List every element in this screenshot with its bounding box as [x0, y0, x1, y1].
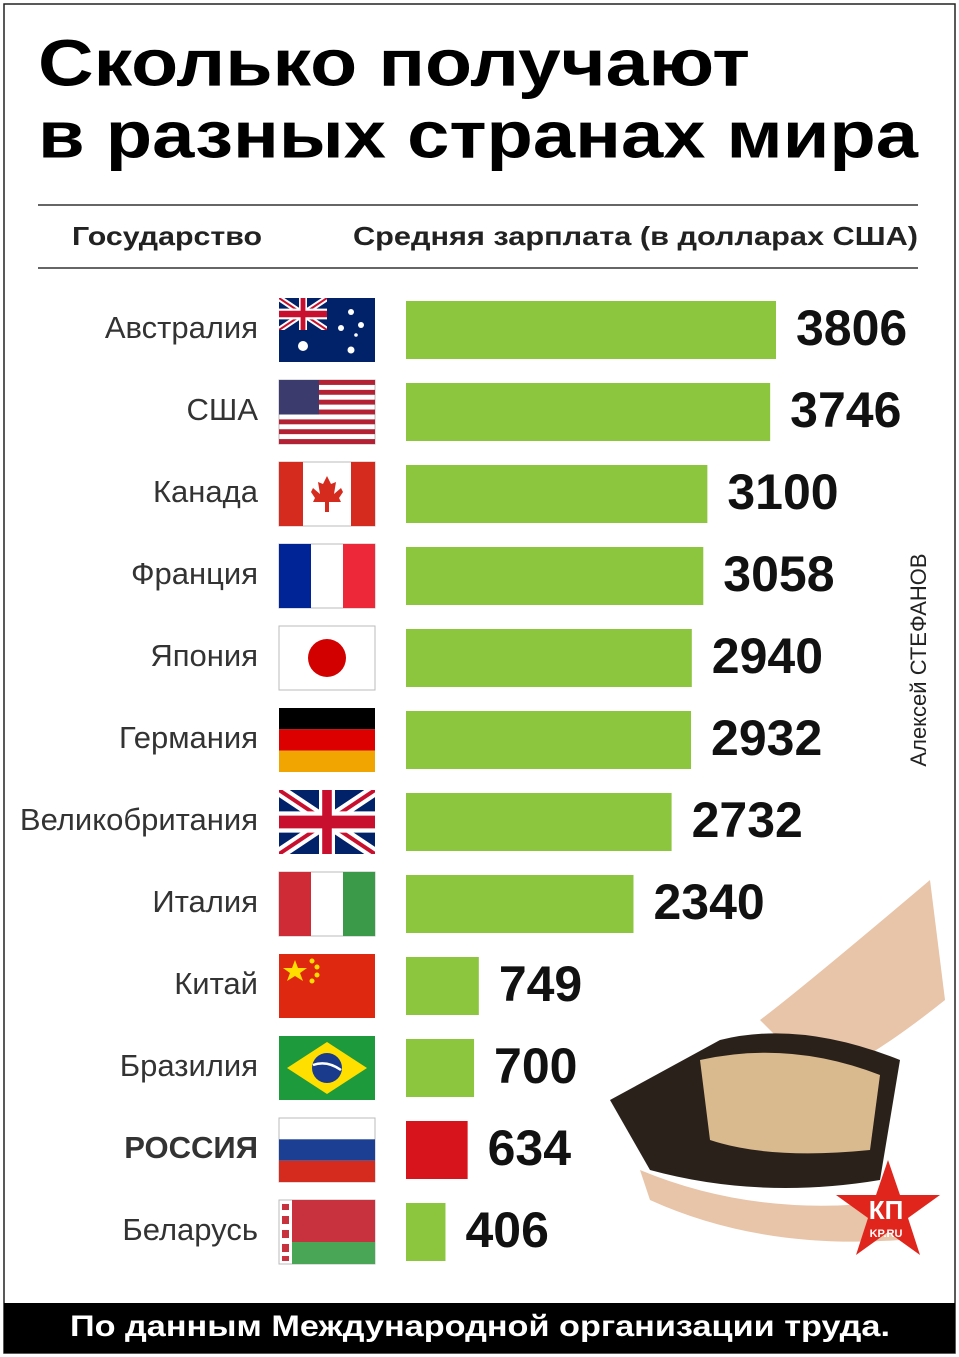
value-label: 700 — [494, 1038, 577, 1094]
flag — [279, 954, 375, 1018]
bar — [406, 1039, 475, 1097]
credit: Алексей СТЕФАНОВ — [906, 553, 931, 766]
flag — [278, 871, 376, 937]
category-label: Беларусь — [122, 1212, 258, 1247]
value-label: 406 — [465, 1202, 548, 1258]
value-label: 749 — [499, 956, 582, 1012]
value-label: 3746 — [790, 382, 901, 438]
bar — [406, 793, 672, 851]
flag — [278, 543, 376, 609]
value-label: 3806 — [796, 300, 907, 356]
value-label: 3058 — [723, 546, 834, 602]
logo-text: КП — [869, 1195, 904, 1225]
category-label: Бразилия — [120, 1048, 258, 1083]
flag — [278, 1117, 376, 1183]
category-label: Франция — [131, 556, 258, 591]
category-label: Китай — [174, 966, 258, 1001]
flag — [278, 625, 376, 691]
bar — [406, 301, 776, 359]
category-label: Япония — [150, 638, 258, 673]
flag — [279, 298, 375, 362]
logo: КП KP.RU — [836, 1160, 940, 1255]
category-label: РОССИЯ — [124, 1130, 258, 1165]
wallet-illustration — [610, 880, 945, 1242]
bar — [406, 547, 704, 605]
bar — [406, 1203, 446, 1261]
flag — [279, 1036, 375, 1100]
bar — [406, 1121, 468, 1179]
title-line: в разных странах мира — [38, 97, 919, 171]
flag — [279, 708, 375, 772]
bar — [406, 875, 634, 933]
value-label: 634 — [488, 1120, 572, 1176]
bar — [406, 629, 692, 687]
bar — [406, 957, 479, 1015]
flag — [279, 790, 375, 854]
category-label: Германия — [119, 720, 258, 755]
source: По данным Международной организации труд… — [70, 1310, 890, 1343]
flag — [278, 379, 376, 445]
title-line: Сколько получают — [38, 25, 750, 99]
category-label: Италия — [152, 884, 258, 919]
flags — [278, 298, 376, 1265]
bar — [406, 711, 692, 769]
category-label: США — [187, 392, 259, 427]
category-label: Великобритания — [20, 802, 258, 837]
value-label: 3100 — [727, 464, 838, 520]
value-label: 2932 — [711, 710, 822, 766]
category-label: Австралия — [105, 310, 258, 345]
category-header: Государство — [72, 221, 262, 251]
bar — [406, 383, 771, 441]
flag — [278, 461, 376, 527]
value-header: Средняя зарплата (в долларах США) — [353, 221, 918, 251]
bar — [406, 465, 708, 523]
footer-band — [4, 1303, 955, 1353]
value-label: 2940 — [712, 628, 823, 684]
value-label: 2732 — [692, 792, 803, 848]
category-label: Канада — [153, 474, 259, 509]
value-label: 2340 — [653, 874, 764, 930]
logo-site: KP.RU — [870, 1228, 903, 1240]
flag — [278, 1199, 376, 1265]
